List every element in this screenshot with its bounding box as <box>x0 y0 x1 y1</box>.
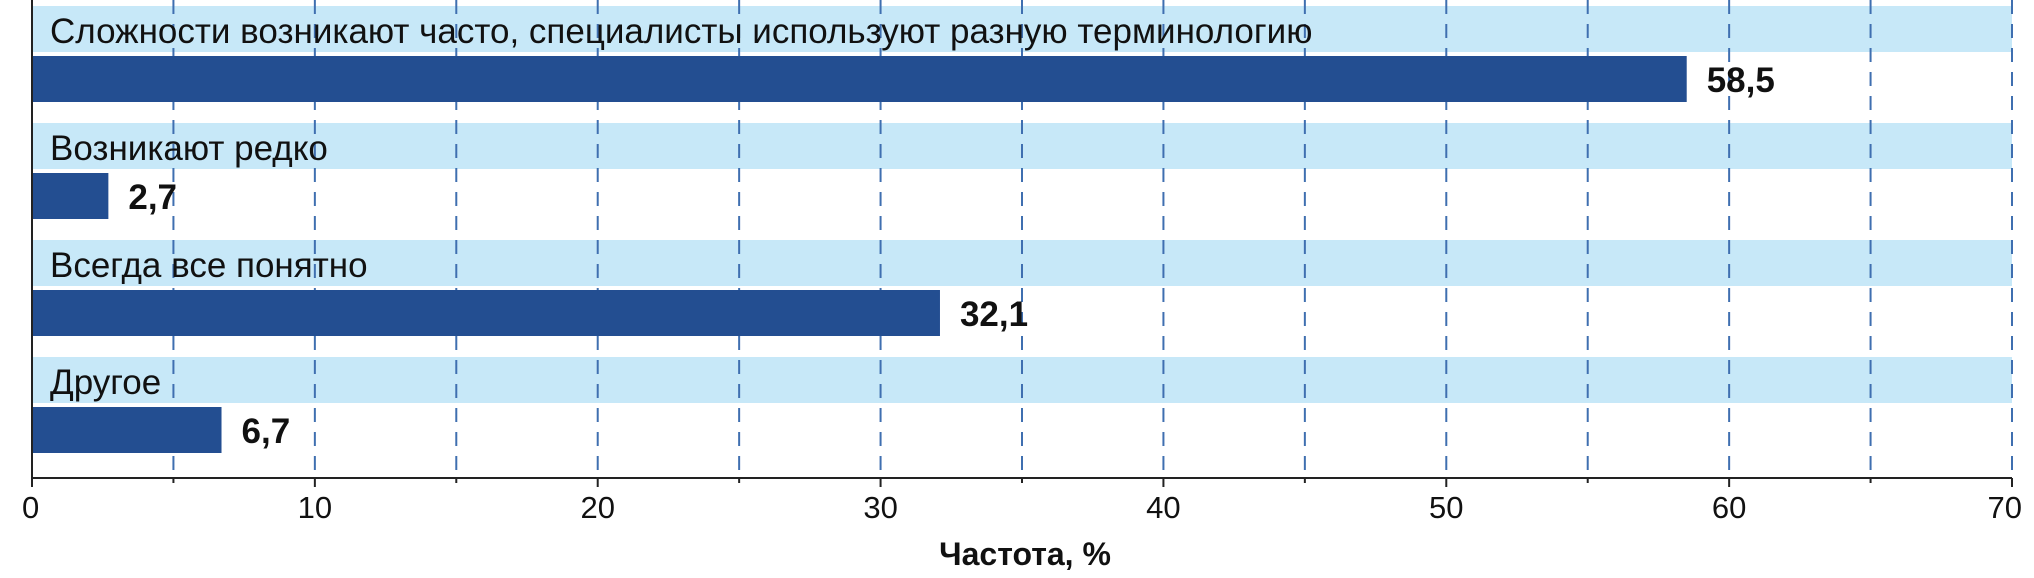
value-labels: 58,5 2,7 32,1 6,7 <box>128 61 1774 451</box>
value-label: 32,1 <box>960 295 1028 334</box>
category-label: Другое <box>50 363 161 402</box>
x-tick-label: 0 <box>22 490 39 525</box>
x-tick-label: 30 <box>863 490 897 525</box>
value-label: 58,5 <box>1707 61 1775 100</box>
x-axis: 0 10 20 30 40 50 60 70 <box>22 0 2022 525</box>
x-tick-label: 10 <box>298 490 332 525</box>
category-label: Всегда все понятно <box>50 246 368 285</box>
bars <box>32 56 1687 453</box>
x-tick-label: 40 <box>1146 490 1180 525</box>
value-label: 6,7 <box>242 412 291 451</box>
category-label: Сложности возникают часто, специалисты и… <box>50 12 1312 51</box>
x-tick-label: 70 <box>1988 490 2022 525</box>
x-tick-label: 60 <box>1712 490 1746 525</box>
bar <box>32 407 222 453</box>
bar <box>32 173 109 219</box>
bar <box>32 56 1687 102</box>
category-labels: Сложности возникают часто, специалисты и… <box>50 12 1312 402</box>
bar <box>32 290 940 336</box>
value-label: 2,7 <box>128 178 177 217</box>
x-tick-label: 20 <box>580 490 614 525</box>
x-tick-label: 50 <box>1429 490 1463 525</box>
x-axis-title: Частота, % <box>939 536 1111 572</box>
category-label: Возникают редко <box>50 129 328 168</box>
